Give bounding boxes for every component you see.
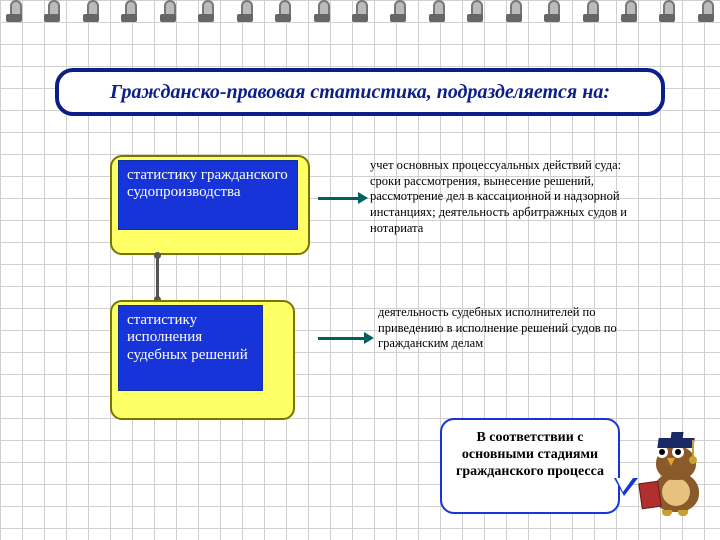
category-desc-2: деятельность судебных исполнителей по пр… [378,305,618,352]
speech-bubble: В соответствии с основными стадиями граж… [440,418,620,514]
category-label-1: статистику гражданского судопроизводства [118,160,298,230]
title-frame: Гражданско-правовая статистика, подразде… [55,68,665,116]
arrow-1 [318,192,368,204]
binder-rings [0,0,720,28]
bubble-tail-inner [616,478,633,492]
vertical-connector [156,255,159,300]
category-label-2: статистику исполнения судебных решений [118,305,263,391]
category-desc-1: учет основных процессуальных действий су… [370,158,650,236]
arrow-2 [318,332,374,344]
title-text: Гражданско-правовая статистика, подразде… [110,81,610,104]
